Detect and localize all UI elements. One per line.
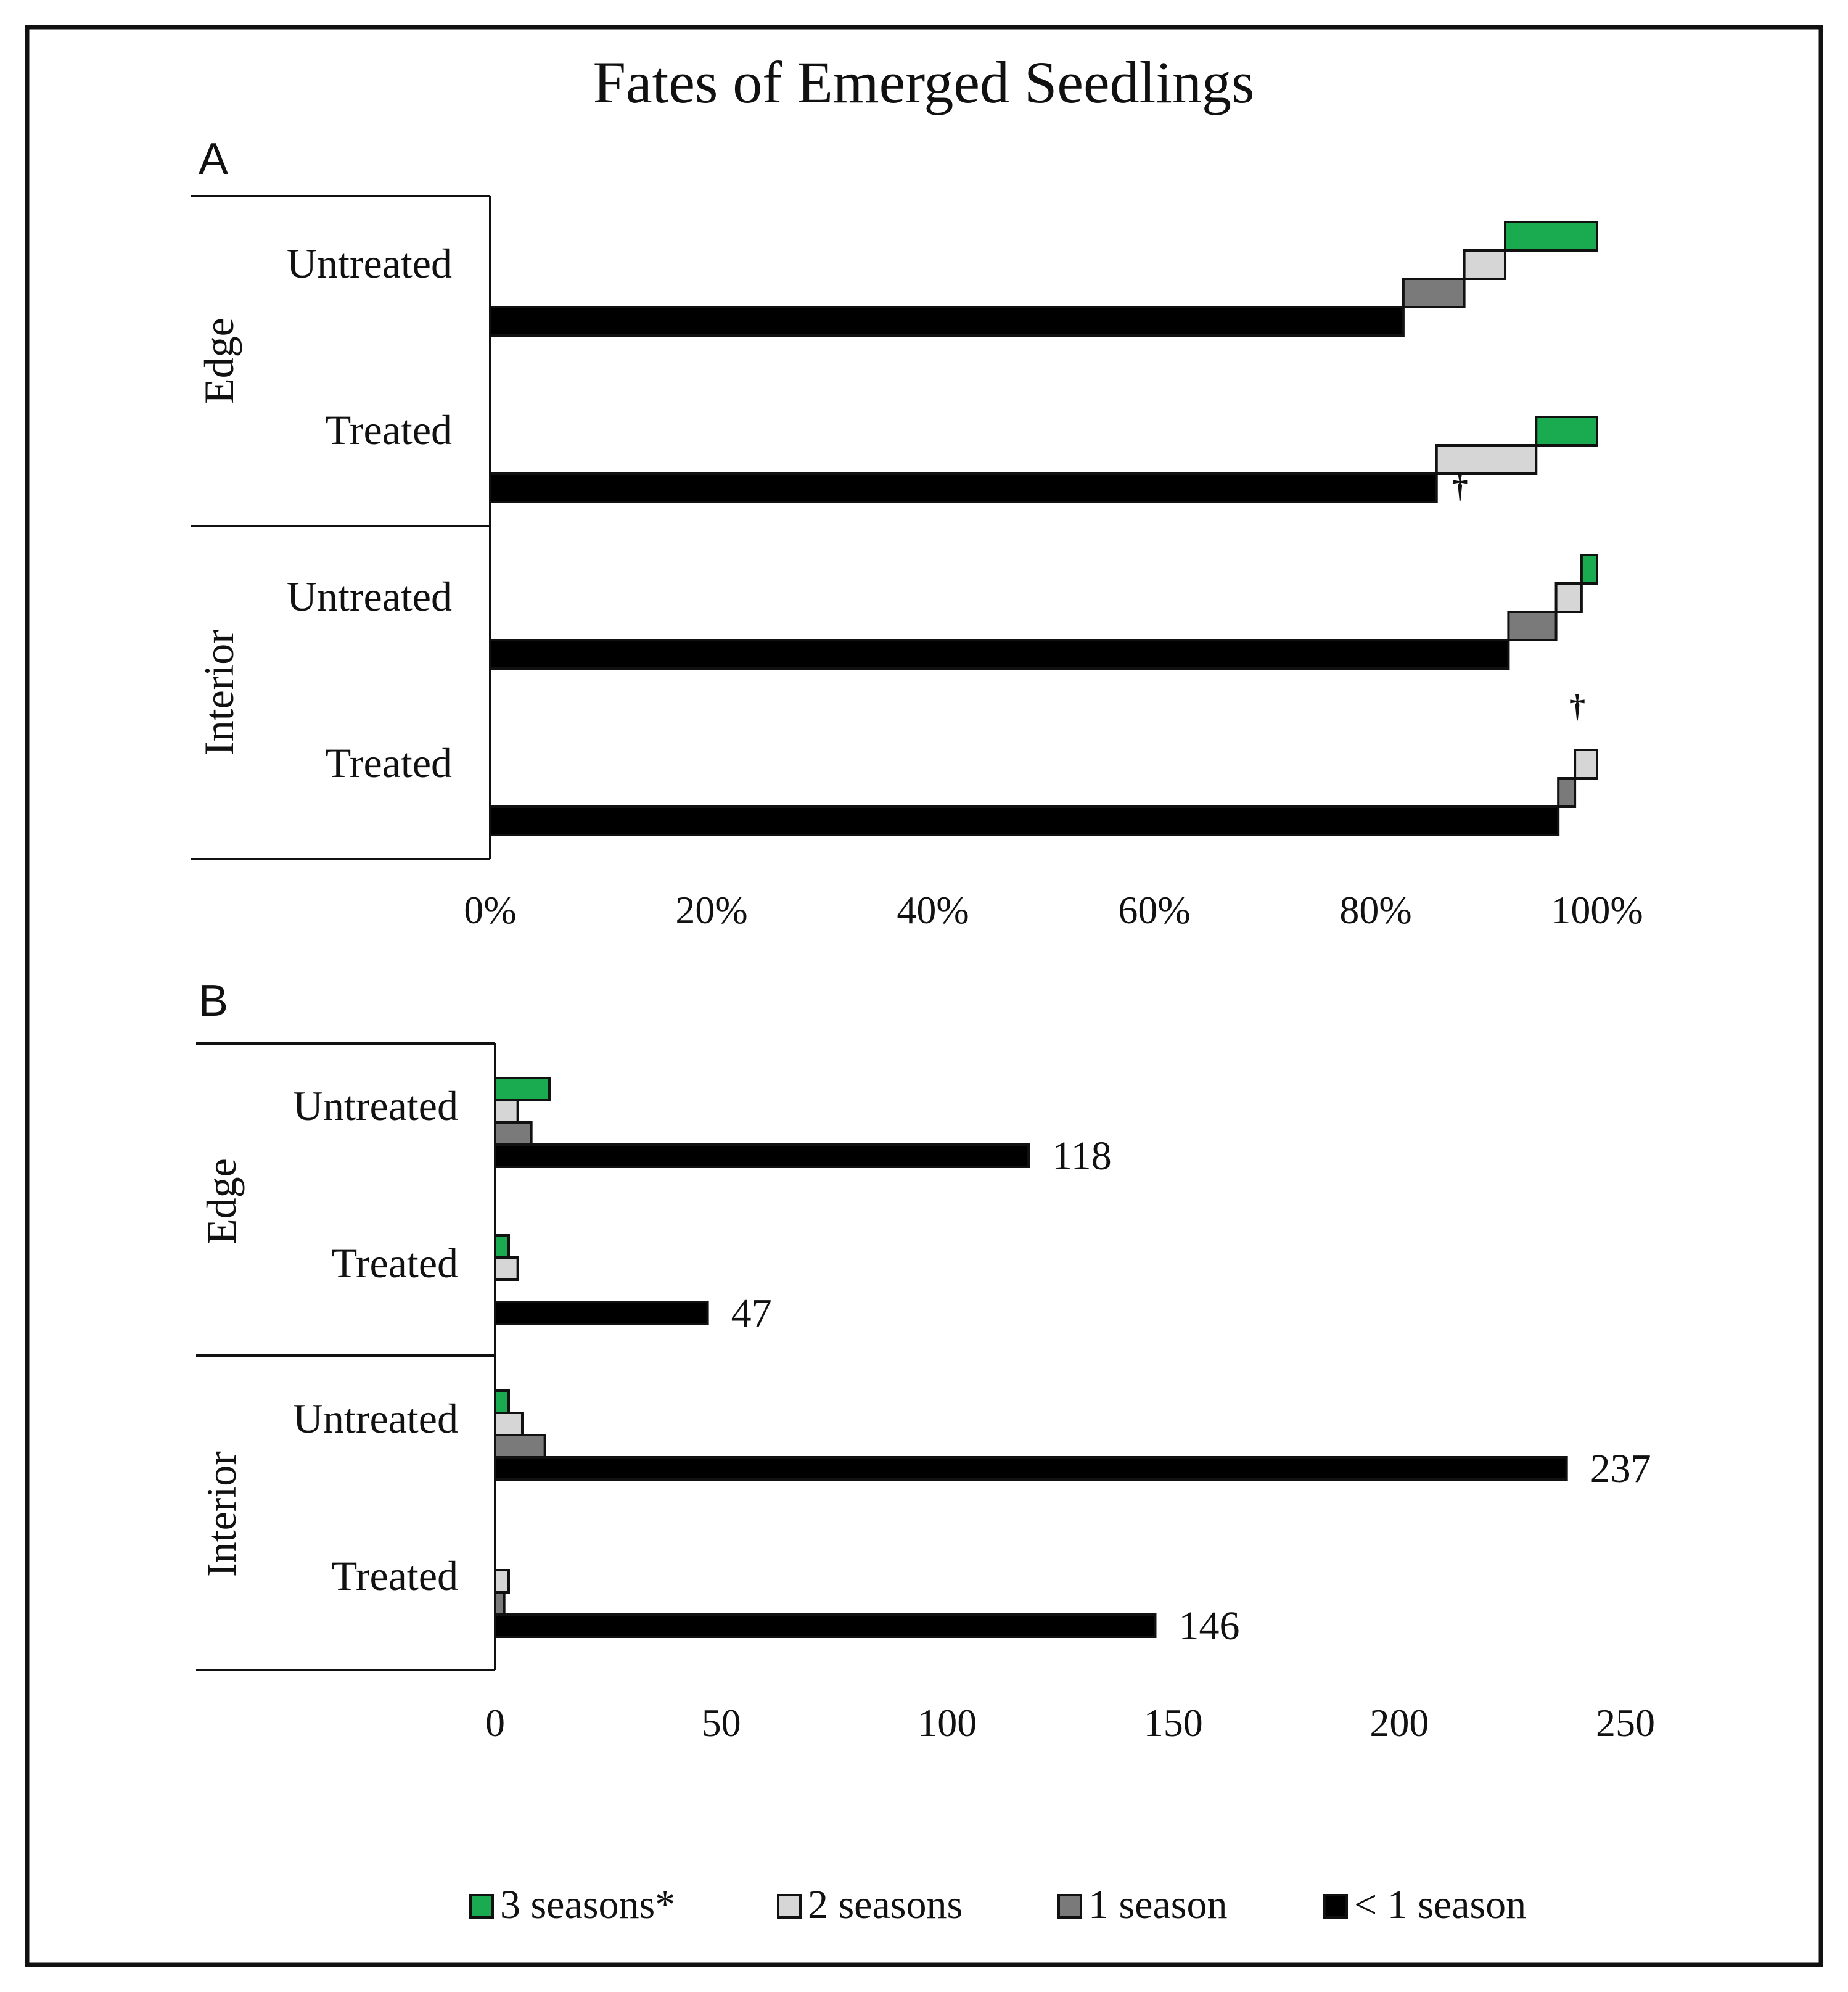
panel-b-category-label: Untreated (293, 1395, 458, 1442)
legend-label-two: 2 seasons (808, 1882, 963, 1927)
panel-a-bar-two (1463, 249, 1507, 280)
panel-b-bar-two (494, 1412, 524, 1436)
legend-swatch-two (777, 1894, 802, 1919)
panel-b-data-label: 237 (1590, 1446, 1651, 1491)
panel-b-bar-three (494, 1234, 510, 1259)
panel-a-x-tick-label: 60% (1118, 888, 1190, 932)
panel-b-data-label: 47 (731, 1291, 772, 1336)
panel-b-x-tick-label: 0 (485, 1701, 505, 1745)
legend-swatch-less (1323, 1894, 1348, 1919)
panel-a-bar-less (489, 306, 1405, 337)
panel-a-bar-less (489, 805, 1560, 836)
legend-label-one: 1 season (1088, 1882, 1227, 1927)
figure-border (25, 25, 1823, 1967)
legend: 3 seasons* 2 seasons 1 season < 1 season (469, 1882, 1526, 1927)
panel-b-bar-two (494, 1099, 519, 1124)
panel-a-x-tick-label: 20% (675, 888, 747, 932)
panel-b-bar-one (494, 1121, 533, 1146)
panel-a-bar-one (1507, 611, 1558, 641)
panel-a-bar-two (1554, 582, 1583, 613)
panel-b-bar-one (494, 1591, 506, 1616)
panel-a-group-label: Edge (195, 318, 242, 404)
panel-a-category-label: Untreated (287, 573, 452, 620)
panel-b-bar-two (494, 1569, 510, 1594)
panel-a-dagger-mark: † (1569, 689, 1585, 724)
panel-b-bar-less (494, 1456, 1568, 1481)
panel-b-x-tick-label: 200 (1370, 1701, 1429, 1745)
panel-b-group-label: Interior (198, 1451, 245, 1577)
panel-a-x-tick-label: 100% (1551, 888, 1643, 932)
panel-b-label: B (199, 976, 228, 1026)
panel-b: B Edge Untreated 118 Treated 47 Interior Untrea… (196, 976, 1655, 1745)
panel-a-x-tick-label: 40% (897, 888, 969, 932)
panel-a-bar-less (489, 639, 1510, 670)
panel-a-bar-one (1402, 278, 1466, 308)
panel-a-bar-two (1435, 444, 1538, 475)
panel-b-bar-one (494, 1434, 546, 1459)
panel-a-label: A (199, 134, 228, 184)
panel-a-dagger-mark: † (1452, 469, 1468, 504)
panel-a-category-label: Treated (326, 739, 452, 786)
legend-label-less: < 1 season (1354, 1882, 1526, 1927)
panel-b-bar-less (494, 1143, 1030, 1168)
legend-swatch-one (1057, 1894, 1082, 1919)
panel-b-group-label: Edge (198, 1158, 245, 1245)
panel-b-category-label: Treated (332, 1552, 458, 1599)
panel-a-bar-two (1574, 749, 1599, 780)
panel-a-bar-three (1504, 221, 1598, 252)
panel-a-bar-less (489, 472, 1438, 503)
panel-b-bar-three (494, 1389, 510, 1414)
panel-a-category-label: Treated (326, 406, 452, 453)
panel-a-bar-one (1557, 777, 1577, 808)
panel-b-bar-two (494, 1256, 519, 1281)
panel-b-category-label: Untreated (293, 1082, 458, 1129)
panel-a-category-label: Untreated (287, 240, 452, 287)
panel-b-bar-less (494, 1301, 709, 1325)
panel-b-data-label: 146 (1178, 1603, 1239, 1648)
chart-title: Fates of Emerged Seedlings (593, 49, 1255, 115)
panel-b-bar-three (494, 1077, 551, 1101)
panel-b-bar-less (494, 1613, 1157, 1638)
panel-b-data-label: 118 (1052, 1134, 1112, 1179)
legend-swatch-three (469, 1894, 494, 1919)
panel-a: A Edge Untreated Treated † Interior Untreated T… (191, 134, 1643, 932)
panel-b-category-label: Treated (332, 1240, 458, 1286)
panel-a-x-tick-label: 80% (1339, 888, 1411, 932)
panel-b-x-tick-label: 50 (702, 1701, 741, 1745)
panel-b-x-tick-label: 250 (1596, 1701, 1655, 1745)
panel-b-x-tick-label: 150 (1144, 1701, 1203, 1745)
panel-a-bar-three (1535, 416, 1598, 447)
legend-label-three: 3 seasons* (500, 1882, 675, 1927)
panel-b-x-tick-label: 100 (918, 1701, 977, 1745)
panel-a-x-tick-label: 0% (464, 888, 516, 932)
panel-a-bar-three (1580, 554, 1599, 585)
panel-a-group-label: Interior (195, 630, 242, 755)
